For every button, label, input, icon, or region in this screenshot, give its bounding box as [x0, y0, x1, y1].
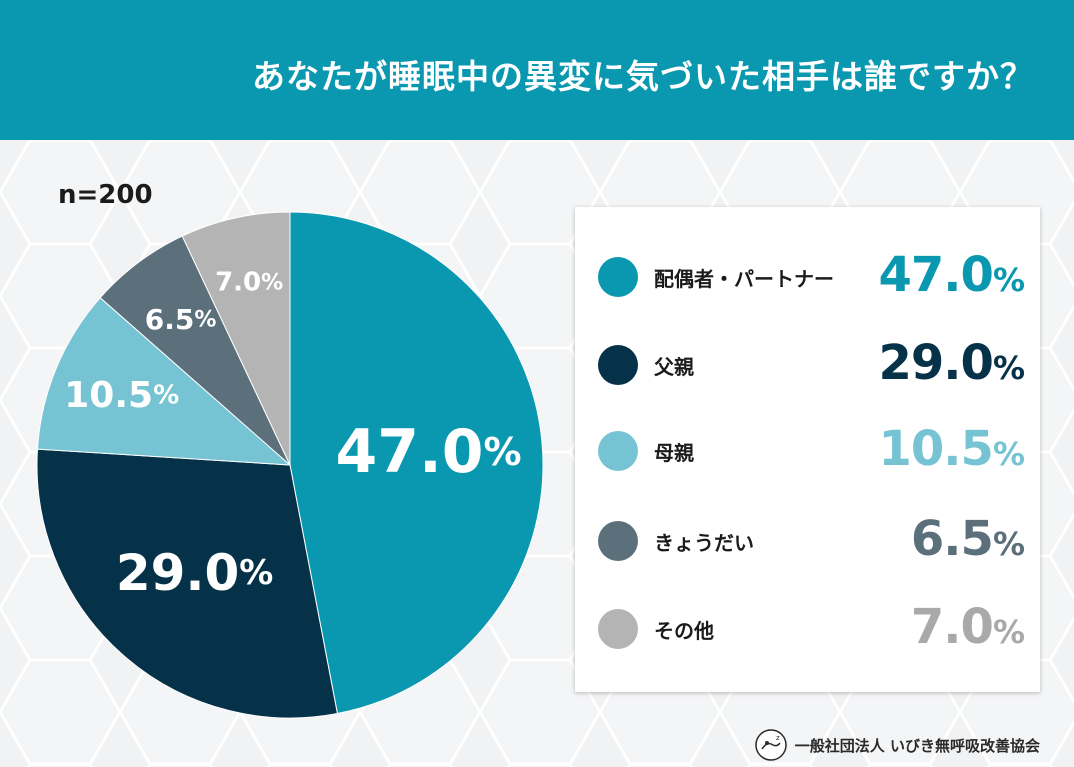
legend-value: 7.0%	[910, 599, 1025, 655]
legend-value: 29.0%	[878, 335, 1026, 391]
legend-item: 父親 29.0%	[575, 335, 1040, 395]
legend-label: 母親	[654, 441, 694, 465]
footer: z 一般社団法人 いびき無呼吸改善協会	[755, 727, 1040, 763]
legend: 配偶者・パートナー 47.0% 父親 29.0% 母親 10.5% きょうだい 6.5% その他…	[575, 207, 1040, 692]
chart-title: あなたが睡眠中の異変に気づいた相手は誰ですか？	[252, 57, 1034, 96]
legend-item: その他 7.0%	[575, 599, 1040, 659]
legend-label: 配偶者・パートナー	[654, 267, 834, 291]
svg-text:z: z	[776, 734, 780, 742]
legend-swatch	[598, 609, 638, 649]
pie-slice-label: 10.5%	[64, 375, 179, 416]
legend-value: 47.0%	[878, 247, 1026, 303]
header-banner: あなたが睡眠中の異変に気づいた相手は誰ですか？	[0, 0, 1074, 140]
legend-label: その他	[654, 619, 714, 643]
legend-value: 6.5%	[910, 511, 1025, 567]
legend-swatch	[598, 345, 638, 385]
pie-slice-label: 29.0%	[116, 544, 273, 602]
pie-slice	[181, 211, 291, 466]
legend-swatch	[598, 431, 638, 471]
legend-label: 父親	[654, 355, 694, 379]
legend-swatch	[598, 521, 638, 561]
pie-slice	[289, 211, 544, 715]
organization-logo-icon: z	[755, 729, 787, 761]
sample-size: n=200	[58, 180, 153, 210]
legend-item: 母親 10.5%	[575, 421, 1040, 481]
pie-slice	[36, 296, 292, 466]
legend-item: きょうだい 6.5%	[575, 511, 1040, 571]
legend-value: 10.5%	[878, 421, 1026, 477]
legend-label: きょうだい	[654, 531, 754, 555]
organization-name: 一般社団法人 いびき無呼吸改善協会	[794, 736, 1040, 755]
legend-swatch	[598, 257, 638, 297]
pie-slice	[36, 448, 338, 719]
pie-slice-label: 6.5%	[145, 303, 217, 336]
legend-item: 配偶者・パートナー 47.0%	[575, 247, 1040, 307]
pie-slice-label: 7.0%	[215, 267, 283, 297]
